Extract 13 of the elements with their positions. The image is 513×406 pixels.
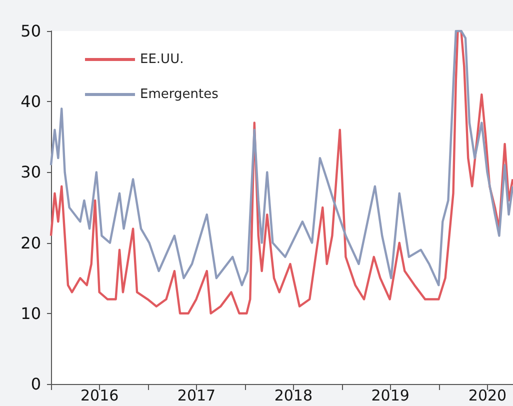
legend-label: EE.UU. (140, 52, 184, 67)
x-tick-label: 2017 (177, 386, 216, 404)
y-tick-label: 10 (20, 304, 41, 323)
x-tick-label: 2018 (274, 386, 313, 404)
x-tick-label: 2016 (80, 386, 119, 404)
y-tick-label: 20 (20, 233, 41, 252)
x-tick-label: 2019 (371, 386, 410, 404)
y-tick-label: 0 (30, 374, 41, 394)
x-tick-label: 2020 (468, 386, 507, 404)
legend-label: Emergentes (140, 87, 219, 102)
y-tick-label: 30 (20, 162, 41, 182)
y-tick-label: 50 (20, 22, 41, 40)
y-tick-label: 40 (20, 92, 41, 112)
